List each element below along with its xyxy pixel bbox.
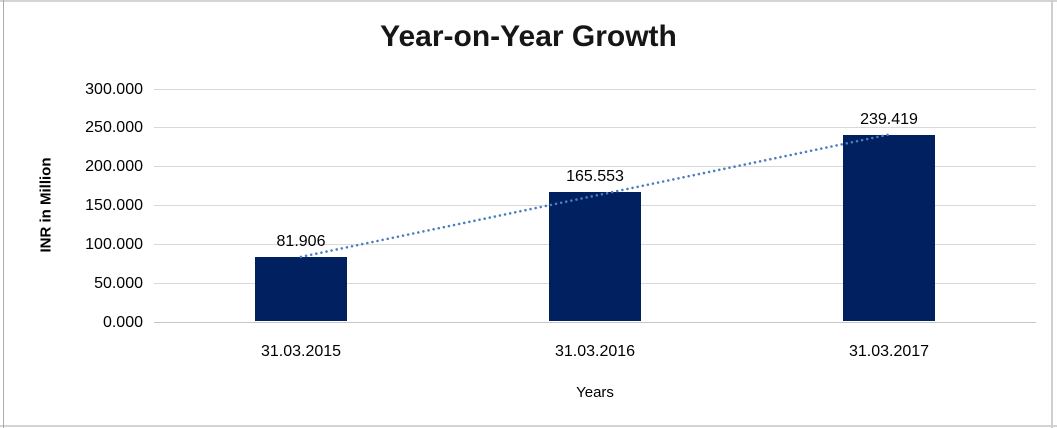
bar-31.03.2016 <box>549 192 641 321</box>
gridline <box>154 127 1036 128</box>
x-tick-label: 31.03.2017 <box>848 343 930 360</box>
frame-border-right <box>1051 0 1053 428</box>
x-tick-label: 31.03.2015 <box>260 343 342 360</box>
y-tick-label: 50.000 <box>94 275 143 292</box>
y-tick-label: 300.000 <box>85 81 143 98</box>
y-tick-label: 150.000 <box>85 197 143 214</box>
frame-border-top <box>0 0 1057 2</box>
data-label: 81.906 <box>276 233 326 250</box>
y-axis-title: INR in Million <box>37 157 55 253</box>
y-tick-label: 100.000 <box>85 236 143 253</box>
y-tick-label: 0.000 <box>102 314 143 331</box>
x-axis-title: Years <box>576 384 614 401</box>
gridline <box>154 89 1036 90</box>
y-tick-label: 250.000 <box>85 119 143 136</box>
data-label: 165.553 <box>566 168 624 185</box>
plot-area: 81.906 165.553 239.419 <box>154 89 1036 323</box>
y-tick-label: 200.000 <box>85 158 143 175</box>
bar-31.03.2017 <box>843 135 935 321</box>
bar-31.03.2015 <box>255 257 347 321</box>
frame-border-left <box>3 0 4 428</box>
data-label: 239.419 <box>860 111 918 128</box>
chart-title: Year-on-Year Growth <box>380 20 677 53</box>
frame-border-bottom <box>0 425 1057 427</box>
x-axis-line <box>154 322 1036 323</box>
x-tick-label: 31.03.2016 <box>554 343 636 360</box>
